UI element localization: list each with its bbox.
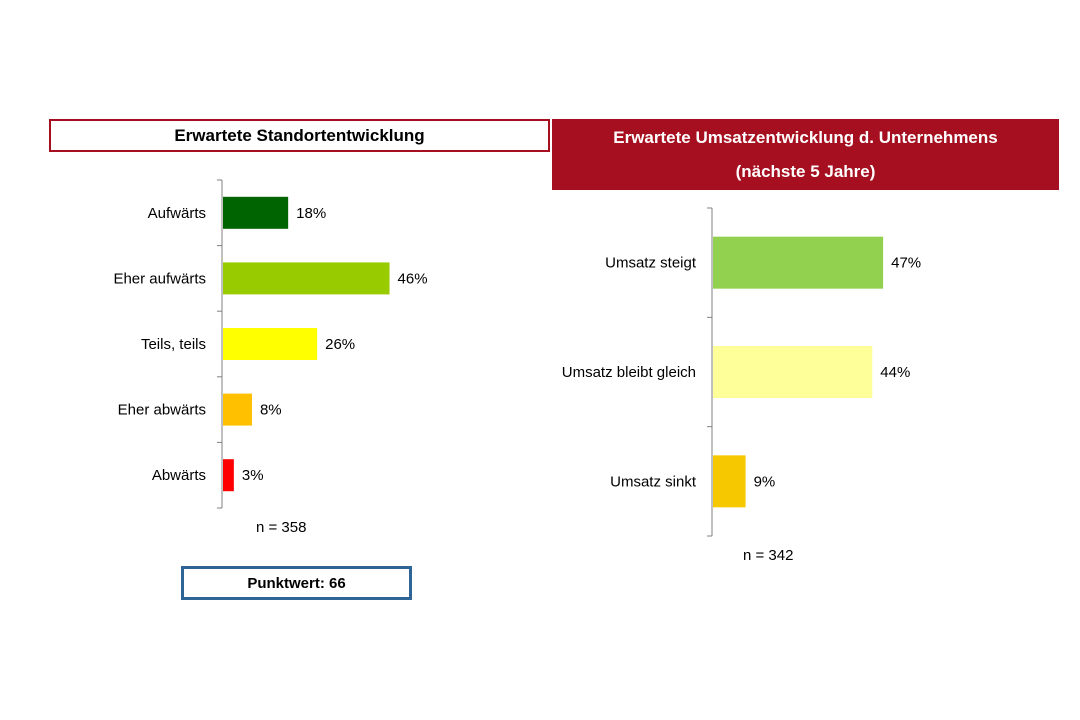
left-category-label: Aufwärts [148,205,206,222]
right-bar [713,236,884,289]
left-bar [223,459,234,492]
left-value-label: 46% [398,270,428,287]
right-bar [713,455,746,508]
right-category-label: Umsatz bleibt gleich [562,364,696,381]
left-value-label: 3% [242,467,264,484]
left-category-label: Teils, teils [141,336,206,353]
left-value-label: 26% [325,336,355,353]
chart-right: Umsatz steigt 47% Umsatz bleibt gleich 44% U… [562,207,921,537]
chart-right-title-line2: (nächste 5 Jahre) [735,161,876,181]
left-category-label: Eher aufwärts [113,270,206,287]
left-bar [223,328,318,360]
left-bar [223,393,252,426]
chart-left-title: Erwartete Standortentwicklung [49,119,550,152]
chart-left: Aufwärts 18% Eher aufwärts 46% Teils, teils 2… [113,179,428,509]
left-bar [223,196,289,229]
chart-left-n: n = 358 [256,519,307,536]
right-value-label: 44% [880,364,910,381]
left-bar [223,262,390,295]
right-category-label: Umsatz steigt [605,255,697,272]
chart-right-title-line1: Erwartete Umsatzentwicklung d. Unternehm… [613,127,998,147]
left-value-label: 18% [296,205,326,222]
right-value-label: 9% [754,473,776,490]
right-value-label: 47% [891,255,921,272]
left-value-label: 8% [260,402,282,419]
chart-right-n: n = 342 [743,547,794,564]
left-category-label: Eher abwärts [118,402,206,419]
right-bar [713,346,873,398]
score-box: Punktwert: 66 [181,566,412,600]
left-category-label: Abwärts [152,467,206,484]
chart-right-title: Erwartete Umsatzentwicklung d. Unternehm… [552,119,1059,190]
right-category-label: Umsatz sinkt [610,473,697,490]
